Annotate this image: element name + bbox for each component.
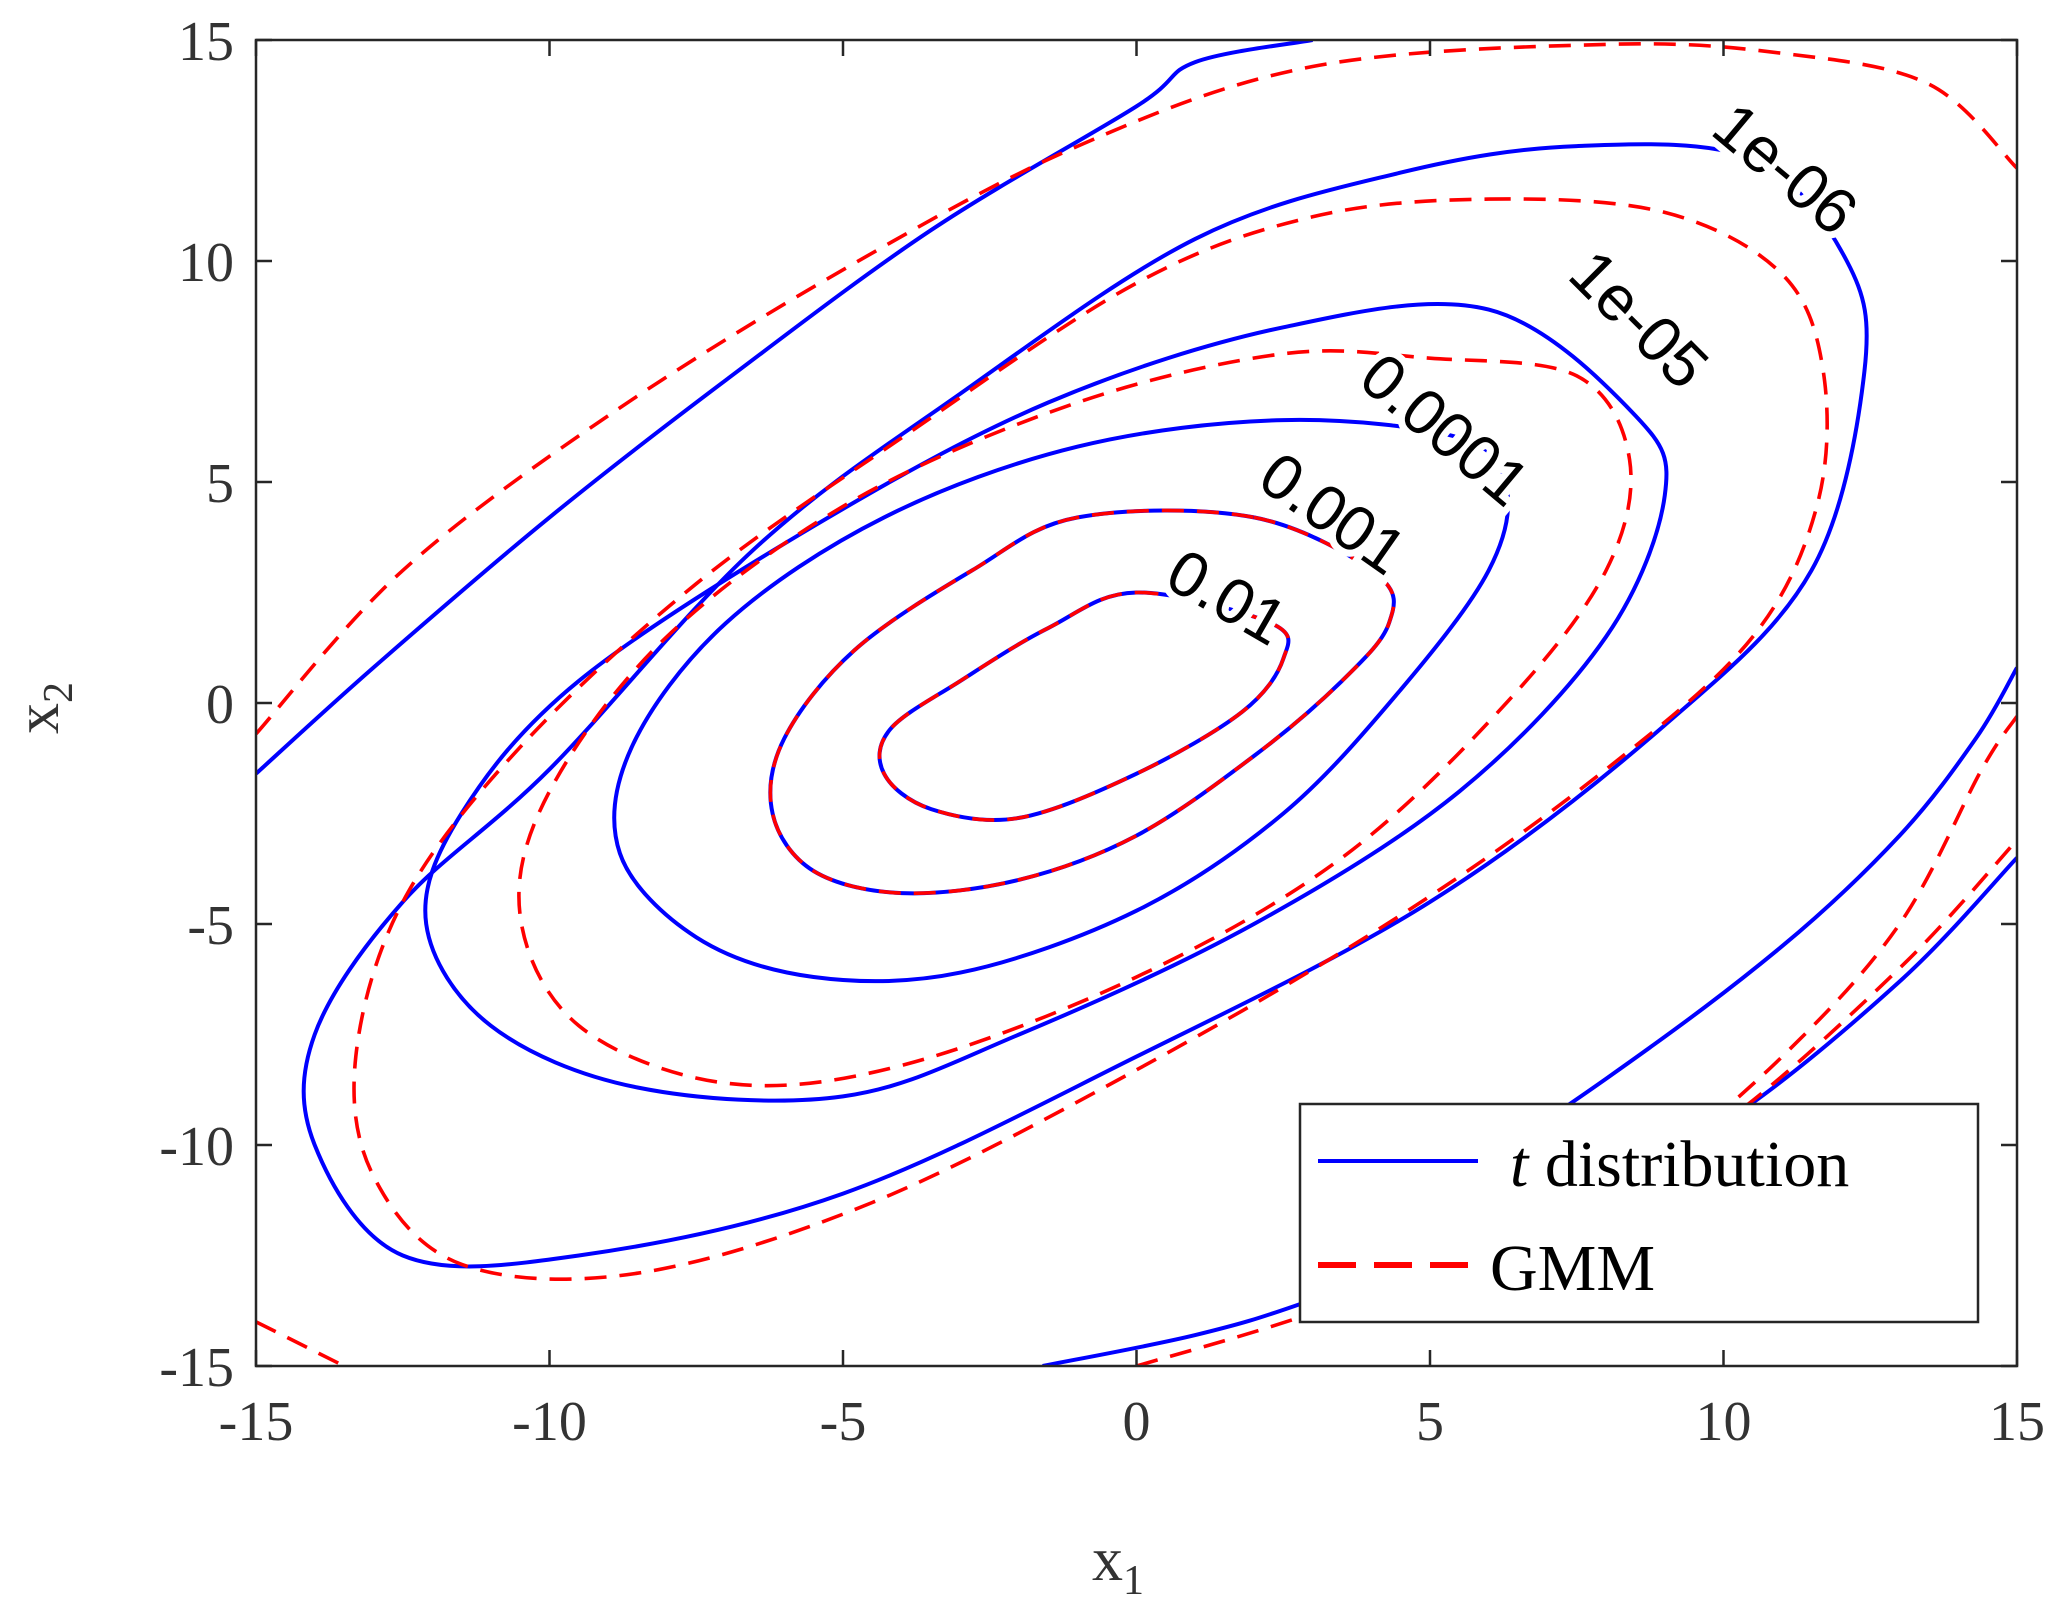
legend-label-gmm: GMM bbox=[1490, 1232, 1655, 1305]
y-tick-label: 5 bbox=[206, 453, 234, 515]
x-tick-label: -5 bbox=[820, 1391, 867, 1453]
legend-label-t-italic: t bbox=[1510, 1128, 1530, 1201]
t-distribution-contour-5 bbox=[256, 40, 1313, 776]
y-tick-label: -5 bbox=[187, 895, 234, 957]
x-tick-label: -10 bbox=[512, 1391, 587, 1453]
x-tick-label: -15 bbox=[219, 1391, 294, 1453]
gmm-contour-4 bbox=[256, 42, 2017, 736]
y-axis-label: x2 bbox=[4, 682, 82, 734]
legend: t distribution GMM bbox=[1298, 1102, 1980, 1324]
x-tick-label: 15 bbox=[1989, 1391, 2045, 1453]
gmm-contour-3 bbox=[352, 197, 1829, 1281]
x-axis-label: x1 bbox=[1092, 1526, 1144, 1604]
gmm-contour-5 bbox=[256, 1320, 345, 1366]
t-distribution-contour-4 bbox=[301, 142, 1869, 1269]
y-tick-label: 15 bbox=[178, 11, 234, 73]
y-tick-label: 0 bbox=[206, 674, 234, 736]
gmm-contour-0 bbox=[877, 590, 1291, 822]
y-tick-label: 10 bbox=[178, 232, 234, 294]
y-tick-label: -15 bbox=[159, 1337, 234, 1399]
legend-box bbox=[1298, 1102, 1980, 1324]
y-tick-label: -10 bbox=[159, 1116, 234, 1178]
t-distribution-contour-2 bbox=[612, 417, 1511, 984]
legend-label-t-rest: distribution bbox=[1528, 1128, 1849, 1201]
gmm-contour-1 bbox=[768, 508, 1396, 896]
axis-ticks: -15 -10 -5 0 5 10 15 15 10 5 0 -5 -10 -15 bbox=[159, 11, 2045, 1453]
legend-label-t-distribution: t distribution bbox=[1510, 1128, 1849, 1201]
x-tick-label: 10 bbox=[1696, 1391, 1752, 1453]
x-tick-label: 5 bbox=[1416, 1391, 1444, 1453]
t-distribution-contour-3 bbox=[423, 301, 1669, 1103]
gmm-contour-2 bbox=[517, 349, 1633, 1088]
x-tick-label: 0 bbox=[1123, 1391, 1151, 1453]
